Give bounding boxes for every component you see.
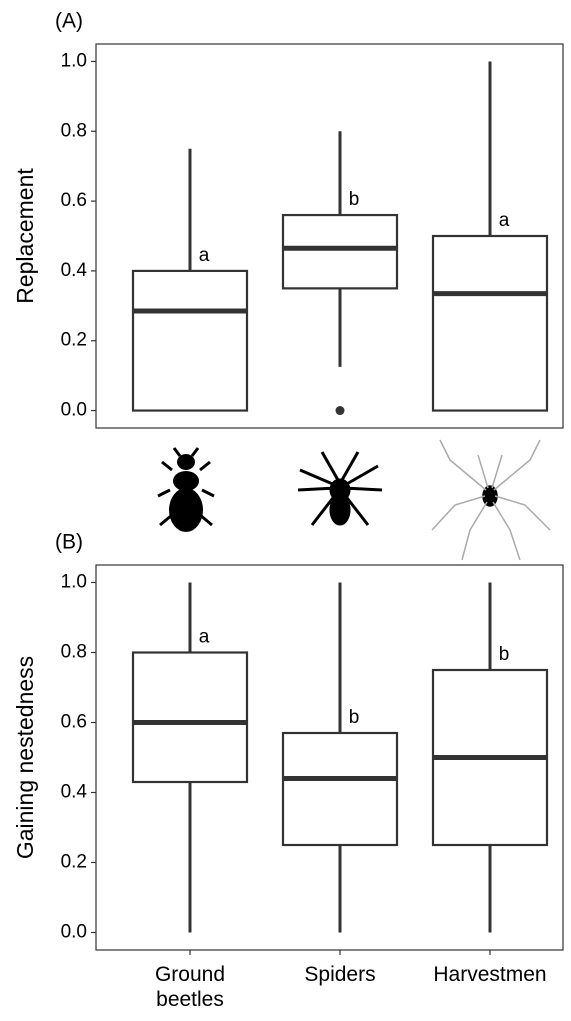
x-tick-label: Spiders bbox=[275, 962, 405, 987]
x-tick-label: Harvestmen bbox=[425, 962, 555, 987]
outlier bbox=[336, 406, 345, 415]
y-tick-label: 0.4 bbox=[61, 782, 88, 803]
box bbox=[133, 271, 247, 411]
y-tick-label: 0.4 bbox=[61, 260, 88, 281]
y-tick-label: 0.6 bbox=[61, 712, 87, 733]
y-tick-label: 0.8 bbox=[61, 120, 87, 141]
panel-label: (A) bbox=[55, 10, 83, 33]
box bbox=[283, 215, 397, 288]
significance-letter: a bbox=[199, 245, 210, 266]
y-tick-label: 0.0 bbox=[61, 400, 87, 421]
spider-icon bbox=[298, 452, 382, 525]
y-tick-label: 0.2 bbox=[61, 852, 87, 873]
panel-label: (B) bbox=[55, 531, 83, 554]
y-axis-title: Replacement bbox=[12, 168, 38, 304]
significance-letter: a bbox=[499, 210, 510, 231]
y-tick-label: 0.0 bbox=[61, 922, 87, 943]
page: {"chart_data": [ {"type": "box", "panel_… bbox=[0, 0, 571, 1021]
beetle-icon bbox=[158, 448, 214, 532]
x-tick-label: Ground beetles bbox=[125, 962, 255, 1012]
harvestman-icon bbox=[432, 440, 550, 560]
box bbox=[133, 653, 247, 783]
y-tick-label: 1.0 bbox=[61, 572, 87, 593]
box bbox=[433, 236, 547, 411]
y-tick-label: 0.8 bbox=[61, 642, 87, 663]
box bbox=[283, 733, 397, 845]
chart: (A) Replacement 0.0 0.2 0.4 0.6 0.8 1.0 a b a (B) Ga… bbox=[0, 0, 571, 1021]
significance-letter: b bbox=[349, 707, 360, 728]
y-axis-title: Gaining nestedness bbox=[12, 656, 38, 859]
y-tick-label: 1.0 bbox=[61, 50, 87, 71]
y-tick-label: 0.6 bbox=[61, 190, 87, 211]
significance-letter: a bbox=[199, 627, 210, 648]
significance-letter: b bbox=[349, 189, 360, 210]
significance-letter: b bbox=[499, 644, 510, 665]
y-tick-label: 0.2 bbox=[61, 330, 87, 351]
